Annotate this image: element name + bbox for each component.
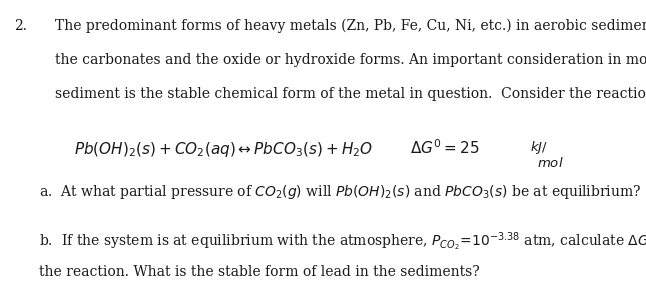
Text: the reaction. What is the stable form of lead in the sediments?: the reaction. What is the stable form of… — [39, 265, 479, 279]
Text: the carbonates and the oxide or hydroxide forms. An important consideration in m: the carbonates and the oxide or hydroxid… — [55, 53, 646, 67]
Text: $\mathit{\Delta G^0 = 25}$: $\mathit{\Delta G^0 = 25}$ — [410, 139, 479, 157]
Text: $\mathit{kJ/}$: $\mathit{kJ/}$ — [530, 139, 548, 156]
Text: b.  If the system is at equilibrium with the atmosphere, $P_{CO_2}\!=\!10^{-3.38: b. If the system is at equilibrium with … — [39, 230, 646, 253]
Text: sediment is the stable chemical form of the metal in question.  Consider the rea: sediment is the stable chemical form of … — [55, 87, 646, 101]
Text: a.  At what partial pressure of $CO_2(g)$ will $Pb(OH)_2(s)$ and $PbCO_3(s)$ be : a. At what partial pressure of $CO_2(g)$… — [39, 183, 641, 201]
Text: The predominant forms of heavy metals (Zn, Pb, Fe, Cu, Ni, etc.) in aerobic sedi: The predominant forms of heavy metals (Z… — [55, 19, 646, 33]
Text: $\mathit{mol}$: $\mathit{mol}$ — [537, 156, 564, 170]
Text: 2.: 2. — [14, 19, 27, 33]
Text: $\mathit{Pb(OH)_2(s) + CO_2(aq) \leftrightarrow PbCO_3(s) + H_2O}$: $\mathit{Pb(OH)_2(s) + CO_2(aq) \leftrig… — [74, 140, 373, 159]
